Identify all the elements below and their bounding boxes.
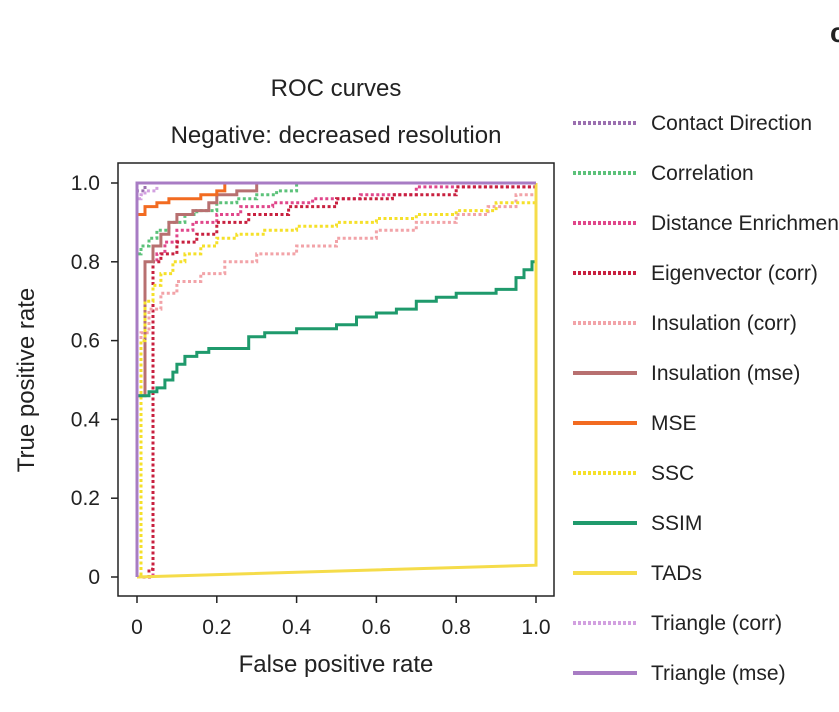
legend-item-eigenvector-corr: Eigenvector (corr)	[573, 262, 818, 285]
y-axis-label: True positive rate	[13, 288, 40, 473]
x-tick-label: 1.0	[521, 616, 550, 639]
x-tick-label: 0	[131, 616, 143, 639]
x-axis: 0 0.2 0.4 0.6 0.8 1.0	[131, 596, 551, 639]
legend-label: SSC	[651, 462, 694, 485]
series-layer	[135, 181, 538, 579]
y-tick-label: 0.8	[71, 251, 100, 274]
plot-frame	[117, 162, 555, 597]
x-tick-label: 0.6	[362, 616, 391, 639]
legend-item-triangle-mse: Triangle (mse)	[573, 662, 786, 685]
legend-label: TADs	[651, 562, 702, 585]
legend-label: Insulation (mse)	[651, 362, 800, 385]
y-axis: 0 0.2 0.4 0.6 0.8 1.0	[71, 172, 118, 589]
legend-label: SSIM	[651, 512, 702, 535]
x-axis-label: False positive rate	[239, 651, 434, 678]
panel-letter: c	[830, 17, 839, 48]
series-line-triangle-mse	[135, 181, 536, 577]
y-tick-label: 0.2	[71, 487, 100, 510]
legend-item-insulation-mse: Insulation (mse)	[573, 362, 800, 385]
chart-subtitle: Negative: decreased resolution	[171, 122, 502, 149]
y-tick-label: 0	[88, 566, 100, 589]
series-line-insulation-mse	[135, 181, 536, 577]
x-tick-label: 0.8	[442, 616, 471, 639]
legend-item-contact-direction: Contact Direction	[573, 112, 812, 135]
legend-label: Distance Enrichment	[651, 212, 839, 235]
series-line-tads	[136, 183, 538, 579]
series-line-insulation-corr	[137, 183, 538, 579]
series-line-distance-enrichment	[137, 183, 538, 579]
legend-item-insulation-corr: Insulation (corr)	[573, 312, 797, 335]
x-tick-label: 0.2	[202, 616, 231, 639]
y-tick-label: 1.0	[71, 172, 100, 195]
series-line-ssim	[137, 242, 538, 398]
legend-label: Correlation	[651, 162, 754, 185]
legend-label: Triangle (mse)	[651, 662, 786, 685]
legend-item-ssc: SSC	[573, 462, 694, 485]
legend-item-ssim: SSIM	[573, 512, 702, 535]
legend-label: Contact Direction	[651, 112, 812, 135]
legend-item-triangle-corr: Triangle (corr)	[573, 612, 782, 635]
series-line-correlation	[135, 181, 536, 577]
legend-label: MSE	[651, 412, 697, 435]
y-tick-label: 0.4	[71, 408, 101, 431]
legend-item-correlation: Correlation	[573, 162, 754, 185]
legend-label: Triangle (corr)	[651, 612, 782, 635]
y-tick-label: 0.6	[71, 330, 100, 353]
x-tick-label: 0.4	[282, 616, 312, 639]
legend-item-distance-enrichment: Distance Enrichment	[573, 212, 839, 235]
legend: Contact Direction Correlation Distance Enr…	[573, 112, 839, 685]
legend-item-mse: MSE	[573, 412, 697, 435]
legend-label: Insulation (corr)	[651, 312, 797, 335]
legend-label: Eigenvector (corr)	[651, 262, 818, 285]
series-line-mse	[135, 181, 536, 577]
legend-item-tads: TADs	[573, 562, 702, 585]
series-line-ssc	[137, 183, 538, 579]
chart-title: ROC curves	[271, 75, 402, 102]
